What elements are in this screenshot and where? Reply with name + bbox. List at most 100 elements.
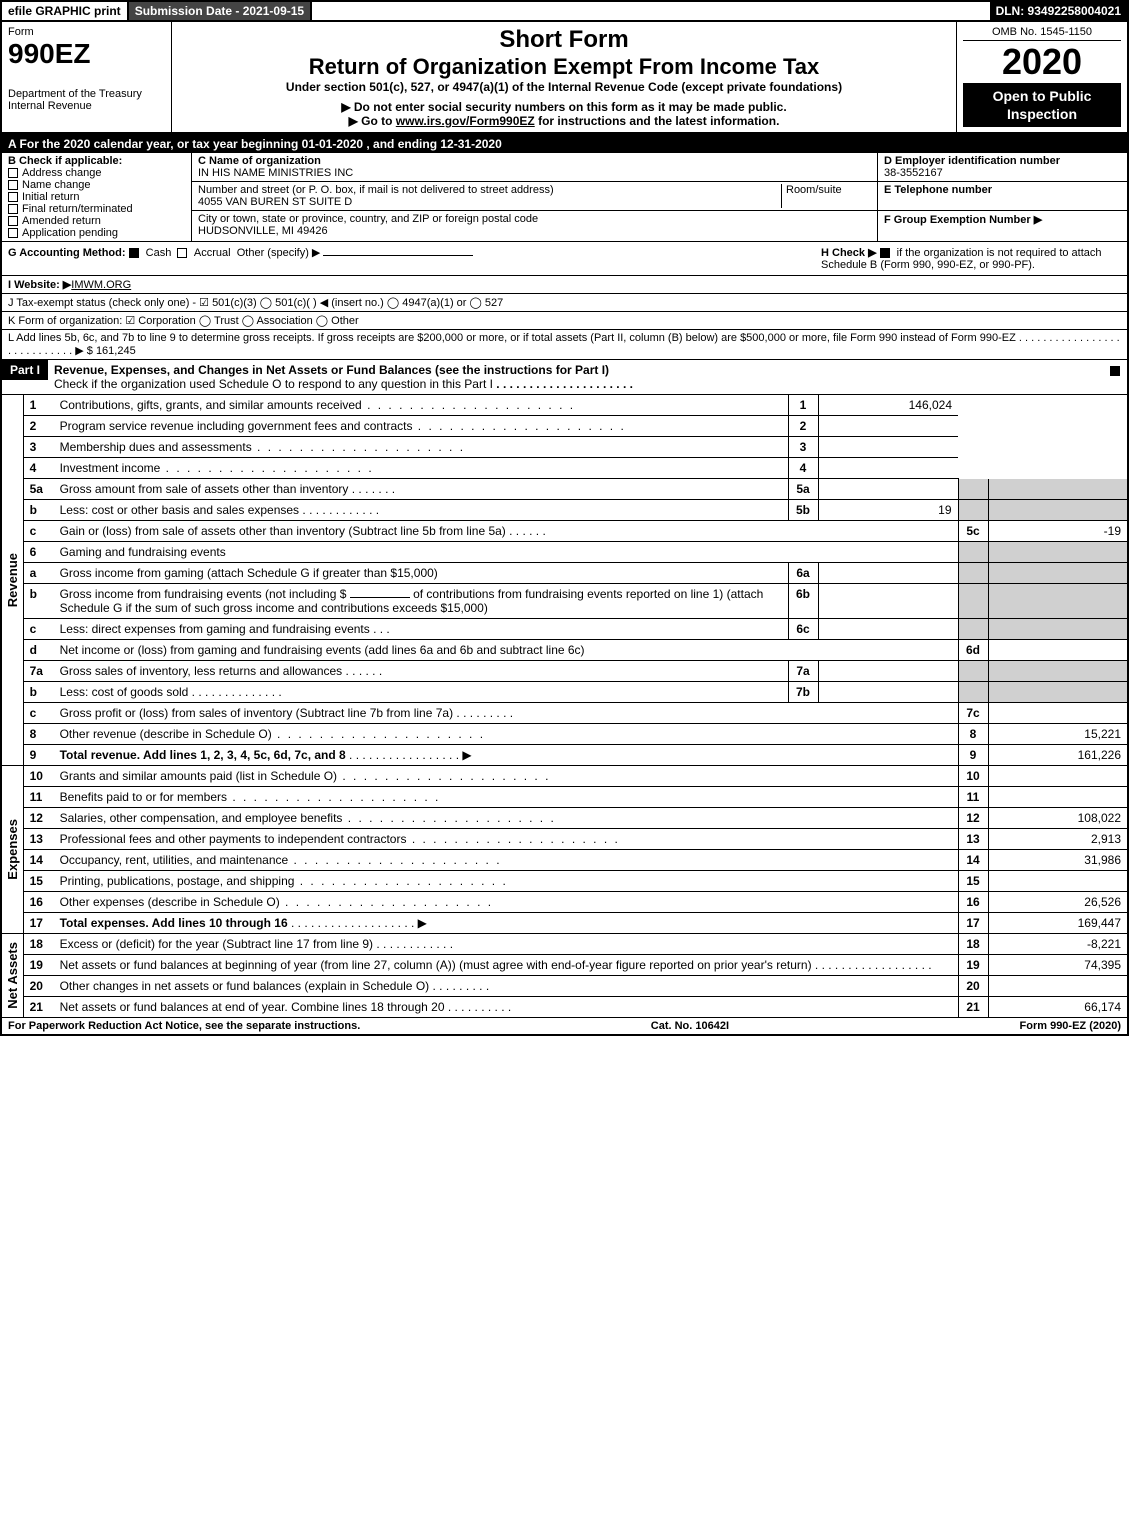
line-13-desc: Professional fees and other payments to …: [54, 829, 958, 850]
line-11-amt: [988, 787, 1128, 808]
line-6b-val: [818, 584, 958, 619]
line-7a-val: [818, 661, 958, 682]
line-20-desc: Other changes in net assets or fund bala…: [54, 976, 958, 997]
header-right: OMB No. 1545-1150 2020 Open to Public In…: [957, 22, 1127, 132]
line-13-amt: 2,913: [988, 829, 1128, 850]
line-g: G Accounting Method: Cash Accrual Other …: [8, 246, 821, 271]
city-label: City or town, state or province, country…: [198, 213, 538, 225]
line-11-desc: Benefits paid to or for members: [54, 787, 958, 808]
street-value: 4055 VAN BUREN ST SUITE D: [198, 196, 781, 208]
line-20-amt: [988, 976, 1128, 997]
check-initial-return[interactable]: Initial return: [8, 191, 185, 203]
line-12-amt: 108,022: [988, 808, 1128, 829]
dln-label: DLN: 93492258004021: [990, 2, 1127, 20]
warning-ssn: ▶ Do not enter social security numbers o…: [178, 100, 950, 114]
line-17-amt: 169,447: [988, 913, 1128, 934]
line-7b-val: [818, 682, 958, 703]
line-i: I Website: ▶IMWM.ORG: [0, 276, 1129, 294]
line-1-desc: Contributions, gifts, grants, and simila…: [54, 395, 788, 416]
check-name-change[interactable]: Name change: [8, 179, 185, 191]
website-link[interactable]: IMWM.ORG: [71, 279, 131, 291]
line-6b-desc: Gross income from fundraising events (no…: [54, 584, 788, 619]
line-8-desc: Other revenue (describe in Schedule O): [54, 724, 958, 745]
revenue-section: Revenue 1Contributions, gifts, grants, a…: [0, 395, 1129, 766]
line-a-tax-year: A For the 2020 calendar year, or tax yea…: [0, 135, 1129, 153]
line-3-amt: [818, 437, 958, 458]
city-value: HUDSONVILLE, MI 49426: [198, 225, 538, 237]
part1-schedule-o-check[interactable]: [1110, 366, 1120, 376]
check-final-return[interactable]: Final return/terminated: [8, 203, 185, 215]
e-phone-label: E Telephone number: [884, 184, 1121, 196]
goto-line: ▶ Go to www.irs.gov/Form990EZ for instru…: [178, 114, 950, 128]
omb-number: OMB No. 1545-1150: [963, 26, 1121, 41]
line-4-amt: [818, 458, 958, 479]
subtitle-under: Under section 501(c), 527, or 4947(a)(1)…: [178, 80, 950, 94]
f-group-label: F Group Exemption Number ▶: [884, 213, 1121, 226]
submission-date: Submission Date - 2021-09-15: [129, 2, 312, 20]
part1-label: Part I: [2, 360, 48, 380]
line-4-desc: Investment income: [54, 458, 788, 479]
part1-subtitle: Check if the organization used Schedule …: [54, 377, 493, 391]
street-label: Number and street (or P. O. box, if mail…: [198, 184, 781, 196]
col-b-checks: B Check if applicable: Address change Na…: [2, 153, 192, 241]
b-title: B Check if applicable:: [8, 155, 185, 167]
line-12-desc: Salaries, other compensation, and employ…: [54, 808, 958, 829]
form-number: 990EZ: [8, 38, 165, 70]
line-9-desc: Total revenue. Add lines 1, 2, 3, 4, 5c,…: [54, 745, 958, 766]
line-5b-desc: Less: cost or other basis and sales expe…: [54, 500, 788, 521]
line-8-amt: 15,221: [988, 724, 1128, 745]
check-cash[interactable]: [129, 248, 139, 258]
line-14-amt: 31,986: [988, 850, 1128, 871]
net-assets-side-label: Net Assets: [5, 942, 20, 1009]
line-5b-val: 19: [818, 500, 958, 521]
d-ein-label: D Employer identification number: [884, 155, 1121, 167]
efile-print-button[interactable]: efile GRAPHIC print: [2, 2, 129, 20]
line-2-amt: [818, 416, 958, 437]
footer-catalog-no: Cat. No. 10642I: [360, 1020, 1019, 1032]
line-7c-desc: Gross profit or (loss) from sales of inv…: [54, 703, 958, 724]
c-name-label: C Name of organization: [198, 155, 871, 167]
line-7b-desc: Less: cost of goods sold . . . . . . . .…: [54, 682, 788, 703]
room-suite-label: Room/suite: [781, 184, 871, 208]
check-application-pending[interactable]: Application pending: [8, 227, 185, 239]
revenue-side-label: Revenue: [5, 553, 20, 607]
line-15-amt: [988, 871, 1128, 892]
check-address-change[interactable]: Address change: [8, 167, 185, 179]
expenses-section: Expenses 10Grants and similar amounts pa…: [0, 766, 1129, 934]
line-10-desc: Grants and similar amounts paid (list in…: [54, 766, 958, 787]
line-5a-desc: Gross amount from sale of assets other t…: [54, 479, 788, 500]
line-6a-desc: Gross income from gaming (attach Schedul…: [54, 563, 788, 584]
line-h: H Check ▶ if the organization is not req…: [821, 246, 1121, 271]
footer-left: For Paperwork Reduction Act Notice, see …: [8, 1020, 360, 1032]
goto-prefix: ▶ Go to: [349, 114, 396, 128]
line-10-amt: [988, 766, 1128, 787]
line-5a-val: [818, 479, 958, 500]
line-21-amt: 66,174: [988, 997, 1128, 1018]
line-6c-desc: Less: direct expenses from gaming and fu…: [54, 619, 788, 640]
expenses-side-label: Expenses: [5, 819, 20, 880]
line-2-desc: Program service revenue including govern…: [54, 416, 788, 437]
line-21-desc: Net assets or fund balances at end of ye…: [54, 997, 958, 1018]
line-15-desc: Printing, publications, postage, and shi…: [54, 871, 958, 892]
line-7a-desc: Gross sales of inventory, less returns a…: [54, 661, 788, 682]
check-amended-return[interactable]: Amended return: [8, 215, 185, 227]
check-accrual[interactable]: [177, 248, 187, 258]
col-c-org-info: C Name of organization IN HIS NAME MINIS…: [192, 153, 877, 241]
ein-value: 38-3552167: [884, 167, 1121, 179]
goto-link[interactable]: www.irs.gov/Form990EZ: [396, 114, 535, 128]
net-assets-section: Net Assets 18Excess or (deficit) for the…: [0, 934, 1129, 1018]
tax-year: 2020: [963, 41, 1121, 83]
title-return: Return of Organization Exempt From Incom…: [178, 54, 950, 80]
org-name: IN HIS NAME MINISTRIES INC: [198, 167, 871, 179]
col-d-ids: D Employer identification number 38-3552…: [877, 153, 1127, 241]
line-j: J Tax-exempt status (check only one) - ☑…: [0, 294, 1129, 312]
check-h[interactable]: [880, 248, 890, 258]
line-k: K Form of organization: ☑ Corporation ◯ …: [0, 312, 1129, 330]
section-bcd: B Check if applicable: Address change Na…: [0, 153, 1129, 242]
line-6-desc: Gaming and fundraising events: [54, 542, 958, 563]
part1-title: Revenue, Expenses, and Changes in Net As…: [54, 363, 609, 377]
line-1-amt: 146,024: [818, 395, 958, 416]
dept-treasury: Department of the Treasury: [8, 88, 165, 100]
line-6c-val: [818, 619, 958, 640]
line-18-amt: -8,221: [988, 934, 1128, 955]
